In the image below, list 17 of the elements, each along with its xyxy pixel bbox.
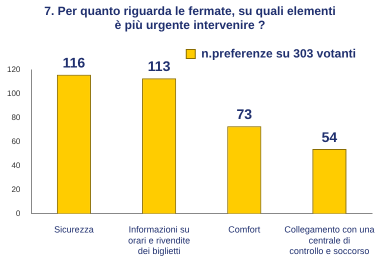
x-tick-label: Sicurezza <box>54 224 94 234</box>
data-label: 113 <box>148 58 171 74</box>
y-tick-label: 40 <box>11 160 21 170</box>
x-tick-label: Informazioni su orari e rivendite dei biglietti <box>128 224 190 256</box>
x-tick-label: Comfort <box>228 224 261 234</box>
chart-title: 7. Per quanto riguarda le fermate, su quali elementi è più urgente intervenire ? <box>43 4 337 32</box>
y-tick-label: 60 <box>11 137 21 146</box>
y-tick-label: 100 <box>6 89 21 98</box>
data-label: 73 <box>236 106 252 122</box>
legend-label: n.preferenze su 303 votanti <box>201 46 356 60</box>
y-tick-label: 120 <box>6 65 21 74</box>
x-tick-label: Collegamento con una centrale di controllo e soccorso <box>284 224 374 256</box>
y-tick-label: 0 <box>16 208 21 218</box>
data-label: 116 <box>62 54 86 71</box>
y-tick-label: 80 <box>11 113 21 122</box>
data-label: 54 <box>322 128 338 145</box>
y-tick-label: 20 <box>11 184 21 194</box>
